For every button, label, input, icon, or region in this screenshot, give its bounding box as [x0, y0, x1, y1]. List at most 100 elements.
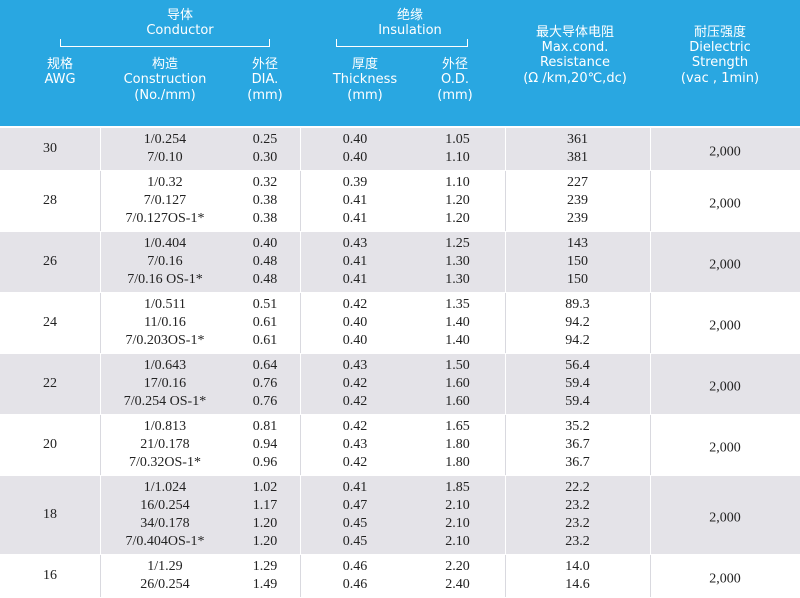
resistance-value: 35.2 [565, 419, 590, 434]
resistance-value: 23.2 [565, 534, 590, 549]
table-row: 28 1/0.32 7/0.127 7/0.127OS-1* 0.32 0.38 0.38 0… [0, 171, 800, 232]
table-row: 26 1/0.404 7/0.16 7/0.16 OS-1* 0.40 0.48 0.48 0… [0, 232, 800, 293]
dielectric-column-cell: 2,000 [650, 171, 800, 231]
dia-value: 0.38 [252, 211, 278, 226]
resistance-column-cell: 89.3 94.2 94.2 [505, 293, 651, 353]
resistance-en1-label: Max.cond. [541, 40, 609, 55]
dia-column-cell: 1.29 1.49 [230, 555, 301, 597]
thickness-column-cell: 0.43 0.42 0.42 [300, 354, 410, 414]
od-value: 1.60 [445, 394, 470, 409]
od-value: 1.60 [445, 376, 470, 391]
od-column-cell: 1.85 2.10 2.10 2.10 [410, 476, 506, 554]
dia-value: 0.94 [252, 437, 278, 452]
thickness-value: 0.42 [342, 455, 368, 470]
od-value: 1.40 [445, 333, 470, 348]
thickness-column-cell: 0.42 0.40 0.40 [300, 293, 410, 353]
od-value: 1.05 [445, 132, 470, 147]
dia-value: 0.40 [252, 236, 278, 251]
table-row: 30 1/0.254 7/0.10 0.25 0.30 0.40 0.40 1.05 1.10 3… [0, 128, 800, 171]
table-row: 24 1/0.511 11/0.16 7/0.203OS-1* 0.51 0.61 0.61… [0, 293, 800, 354]
thickness-en-label: Thickness [332, 72, 398, 87]
construction-value: 7/0.127 [143, 193, 187, 208]
awg-cn-label: 规格 [46, 57, 73, 72]
table-row: 20 1/0.813 21/0.178 7/0.32OS-1* 0.81 0.94 0.96… [0, 415, 800, 476]
thickness-value: 0.41 [342, 193, 368, 208]
awg-column-cell: 26 [0, 232, 101, 292]
construction-cn-label: 构造 [151, 57, 178, 72]
dielectric-column-cell: 2,000 [650, 128, 800, 170]
od-value: 2.20 [445, 559, 470, 574]
od-value: 1.25 [445, 236, 470, 251]
resistance-value: 23.2 [565, 498, 590, 513]
od-value: 2.40 [445, 577, 470, 592]
dia-value: 0.81 [252, 419, 278, 434]
construction-value: 7/0.404OS-1* [125, 534, 205, 549]
construction-value: 34/0.178 [140, 516, 190, 531]
construction-value: 1/0.511 [144, 297, 186, 312]
od-value: 2.10 [445, 534, 470, 549]
thickness-cn-label: 厚度 [351, 57, 378, 72]
construction-value: 11/0.16 [144, 315, 186, 330]
od-value: 1.80 [445, 455, 470, 470]
resistance-value: 36.7 [565, 455, 590, 470]
thickness-value: 0.39 [342, 175, 368, 190]
dia-column-cell: 1.02 1.17 1.20 1.20 [230, 476, 301, 554]
dielectric-value: 2,000 [709, 257, 741, 273]
resistance-value: 381 [567, 150, 588, 165]
construction-column-cell: 1/0.511 11/0.16 7/0.203OS-1* [100, 293, 230, 353]
conductor-bracket [60, 39, 270, 47]
dia-column-cell: 0.40 0.48 0.48 [230, 232, 301, 292]
od-value: 1.20 [445, 193, 470, 208]
dia-value: 0.76 [252, 394, 278, 409]
awg-value: 18 [43, 507, 57, 522]
thickness-value: 0.45 [342, 516, 368, 531]
construction-value: 1/0.404 [143, 236, 187, 251]
dia-value: 1.20 [252, 534, 278, 549]
dia-value: 0.76 [252, 376, 278, 391]
resistance-value: 239 [567, 211, 588, 226]
awg-column-cell: 20 [0, 415, 101, 475]
construction-column-cell: 1/0.32 7/0.127 7/0.127OS-1* [100, 171, 230, 231]
od-value: 1.80 [445, 437, 470, 452]
construction-value: 7/0.32OS-1* [129, 455, 201, 470]
od-value: 1.65 [445, 419, 470, 434]
resistance-value: 59.4 [565, 394, 590, 409]
table-row: 22 1/0.643 17/0.16 7/0.254 OS-1* 0.64 0.76 0.7… [0, 354, 800, 415]
resistance-value: 227 [567, 175, 588, 190]
resistance-value: 239 [567, 193, 588, 208]
resistance-value: 150 [567, 272, 588, 287]
awg-value: 16 [43, 568, 57, 583]
awg-value: 28 [43, 193, 57, 208]
dia-value: 0.25 [252, 132, 278, 147]
dielectric-value: 2,000 [709, 144, 741, 160]
dielectric-unit-label: (vac , 1min) [680, 71, 760, 86]
thickness-value: 0.40 [342, 150, 368, 165]
thickness-column-cell: 0.43 0.41 0.41 [300, 232, 410, 292]
resistance-en2-label: Resistance [539, 55, 611, 70]
resistance-column-cell: 143 150 150 [505, 232, 651, 292]
od-value: 1.10 [445, 150, 470, 165]
od-column-cell: 1.50 1.60 1.60 [410, 354, 506, 414]
dielectric-value: 2,000 [709, 510, 741, 526]
construction-value: 1/0.813 [143, 419, 187, 434]
thickness-value: 0.43 [342, 236, 368, 251]
thickness-value: 0.41 [342, 254, 368, 269]
dia-value: 0.61 [252, 333, 278, 348]
dia-value: 0.61 [252, 315, 278, 330]
thickness-value: 0.40 [342, 333, 368, 348]
construction-column-cell: 1/0.643 17/0.16 7/0.254 OS-1* [100, 354, 230, 414]
thickness-value: 0.41 [342, 480, 368, 495]
dielectric-cn-label: 耐压强度 [693, 25, 746, 40]
construction-value: 7/0.10 [147, 150, 183, 165]
resistance-value: 361 [567, 132, 588, 147]
od-value: 2.10 [445, 498, 470, 513]
resistance-column-cell: 35.2 36.7 36.7 [505, 415, 651, 475]
thickness-value: 0.47 [342, 498, 368, 513]
dielectric-value: 2,000 [709, 196, 741, 212]
table-header: 导体 Conductor 绝缘 Insulation 规格 AWG 构造 Con… [0, 0, 800, 126]
construction-column-cell: 1/0.254 7/0.10 [100, 128, 230, 170]
dia-column-cell: 0.25 0.30 [230, 128, 301, 170]
thickness-value: 0.41 [342, 211, 368, 226]
od-value: 1.10 [445, 175, 470, 190]
thickness-value: 0.46 [342, 559, 368, 574]
